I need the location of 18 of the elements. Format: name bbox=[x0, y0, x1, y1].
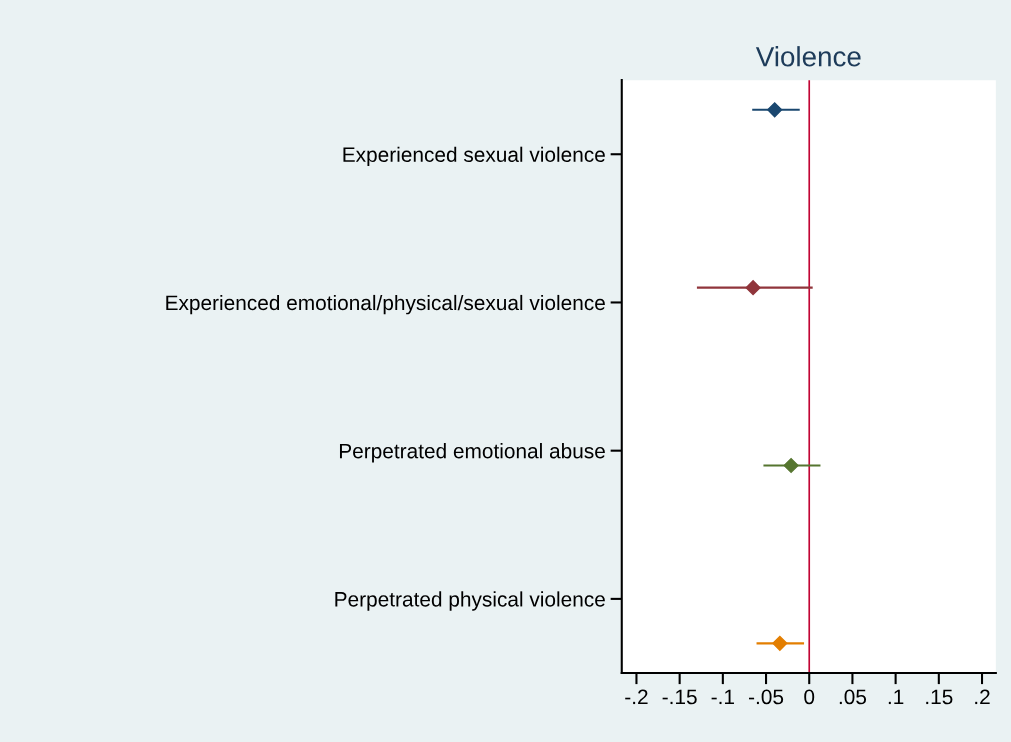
x-tick-label: -.1 bbox=[711, 689, 734, 705]
x-tick-label: .05 bbox=[839, 689, 867, 705]
point bbox=[767, 102, 783, 118]
point bbox=[783, 457, 799, 474]
point bbox=[772, 635, 788, 651]
x-tick-label: .1 bbox=[888, 689, 904, 705]
y-tick-label: Perpetrated physical violence bbox=[335, 591, 605, 611]
x-tick-label: .15 bbox=[926, 689, 953, 705]
x-tick-label: .2 bbox=[975, 689, 990, 705]
chart-title: Violence bbox=[755, 46, 861, 67]
y-tick-label: Experienced emotional/physical/sexual violence bbox=[166, 294, 605, 315]
x-tick-label: -.2 bbox=[625, 689, 648, 705]
x-tick-label: -.05 bbox=[749, 689, 784, 705]
x-tick-label: 0 bbox=[804, 689, 815, 705]
x-tick-label: -.15 bbox=[662, 689, 697, 705]
y-tick-label: Perpetrated emotional abuse bbox=[339, 443, 605, 463]
y-tick-label: Experienced sexual violence bbox=[343, 146, 605, 167]
point bbox=[745, 280, 761, 296]
